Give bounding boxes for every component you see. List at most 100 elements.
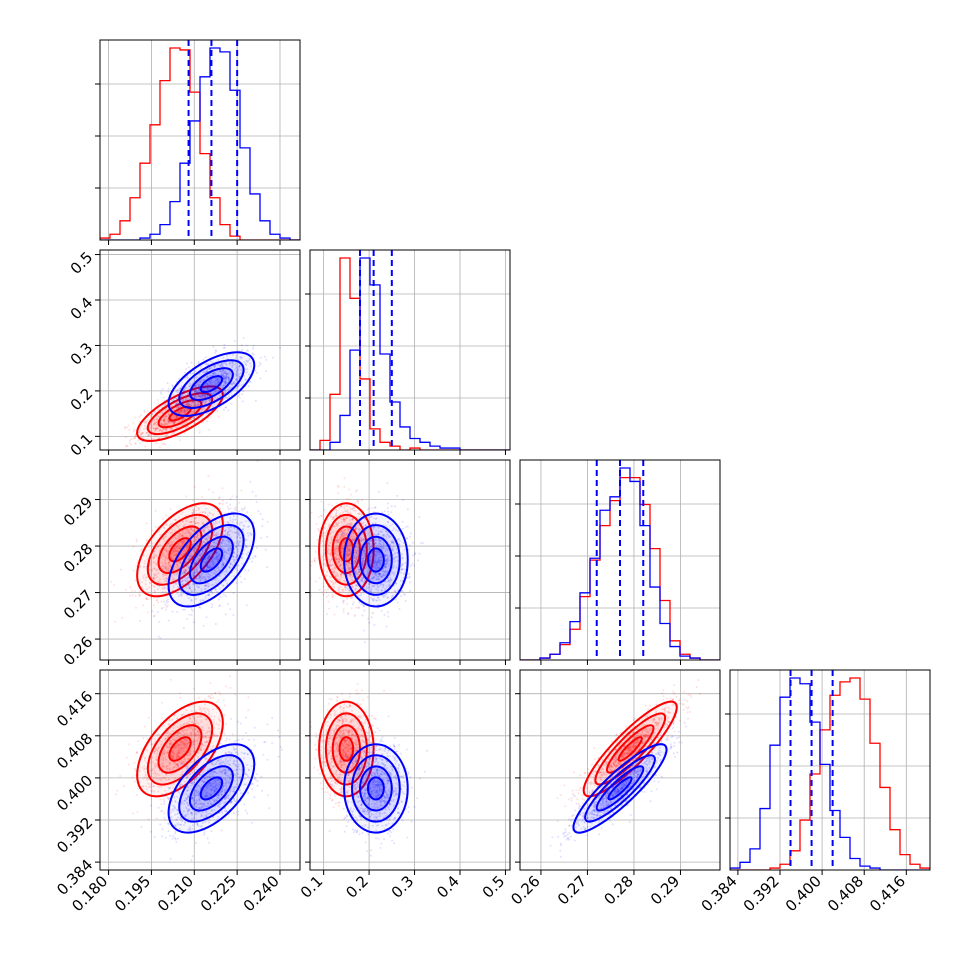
- sample-point: [236, 379, 239, 382]
- sample-point: [132, 421, 135, 424]
- sample-point: [261, 518, 264, 521]
- sample-point: [157, 408, 159, 411]
- sample-point: [165, 566, 168, 569]
- sample-point: [213, 366, 216, 369]
- sample-point: [206, 388, 209, 391]
- sample-point: [202, 387, 205, 390]
- sample-point: [170, 427, 173, 430]
- sample-point: [156, 417, 159, 420]
- sample-point: [241, 348, 244, 351]
- sample-point: [171, 529, 174, 532]
- sample-point: [244, 362, 247, 365]
- sample-point: [168, 523, 171, 526]
- sample-point: [214, 520, 217, 523]
- sample-point: [180, 418, 183, 421]
- sample-point: [279, 347, 282, 349]
- sample-point: [216, 378, 219, 381]
- sample-point: [184, 371, 186, 374]
- sample-point: [152, 427, 155, 430]
- sample-point: [179, 405, 182, 408]
- sample-point: [134, 443, 137, 445]
- sample-point: [152, 561, 155, 564]
- sample-point: [187, 530, 189, 533]
- sample-point: [144, 576, 147, 579]
- sample-point: [151, 425, 154, 428]
- sample-point: [233, 382, 236, 385]
- sample-point: [152, 419, 155, 422]
- sample-point: [212, 392, 215, 395]
- sample-point: [346, 504, 348, 507]
- sample-point: [212, 345, 215, 348]
- sample-point: [176, 550, 179, 553]
- sample-point: [226, 375, 229, 378]
- sample-point: [202, 624, 205, 627]
- sample-point: [144, 579, 147, 582]
- sample-point: [203, 371, 206, 374]
- sample-point: [194, 529, 197, 532]
- sample-point: [142, 604, 144, 607]
- sample-point: [206, 583, 209, 586]
- sample-point: [162, 419, 165, 422]
- sample-point: [135, 538, 138, 541]
- panel-content: [310, 477, 425, 644]
- sample-point: [127, 424, 130, 427]
- sample-point: [142, 437, 144, 439]
- sample-point: [163, 399, 166, 402]
- sample-point: [153, 423, 156, 426]
- sample-point: [193, 536, 196, 539]
- sample-point: [152, 577, 155, 580]
- sample-point: [211, 603, 214, 606]
- sample-point: [163, 419, 166, 422]
- sample-point: [324, 589, 326, 592]
- sample-point: [221, 386, 224, 389]
- sample-point: [155, 569, 158, 572]
- sample-point: [163, 424, 166, 427]
- sample-point: [213, 533, 216, 536]
- sample-point: [209, 512, 212, 515]
- sample-point: [159, 637, 162, 640]
- sample-point: [259, 377, 262, 380]
- sample-point: [372, 611, 375, 614]
- sample-point: [216, 363, 219, 366]
- sample-point: [190, 553, 193, 556]
- sample-point: [201, 521, 204, 524]
- sample-point: [205, 412, 208, 415]
- sample-point: [190, 608, 193, 611]
- sample-point: [342, 600, 345, 603]
- panel-content: [310, 250, 510, 450]
- sample-point: [141, 440, 144, 443]
- sample-point: [166, 604, 169, 607]
- sample-point: [229, 507, 232, 510]
- sample-point: [192, 399, 195, 402]
- sample-point: [173, 421, 176, 424]
- sample-point: [145, 522, 148, 525]
- sample-point: [169, 544, 172, 547]
- sample-point: [330, 504, 333, 507]
- sample-point: [201, 396, 204, 399]
- sample-point: [182, 417, 185, 420]
- sample-point: [180, 546, 182, 549]
- sample-point: [173, 421, 176, 424]
- sample-point: [222, 375, 225, 378]
- sample-point: [224, 521, 227, 524]
- sample-point: [355, 606, 358, 609]
- sample-point: [184, 532, 187, 535]
- sample-point: [230, 362, 233, 365]
- sample-point: [170, 399, 173, 402]
- sample-point: [162, 575, 165, 578]
- sample-point: [214, 379, 217, 382]
- sample-point: [157, 545, 160, 548]
- sample-point: [235, 509, 237, 511]
- sample-point: [180, 540, 183, 543]
- sample-point: [162, 526, 165, 529]
- sample-point: [142, 575, 145, 578]
- sample-point: [110, 580, 113, 583]
- sample-point: [154, 422, 157, 425]
- sample-point: [170, 417, 173, 420]
- sample-point: [199, 381, 202, 384]
- sample-point: [222, 384, 225, 386]
- sample-point: [178, 561, 181, 564]
- sample-point: [185, 529, 188, 532]
- sample-point: [164, 567, 167, 570]
- sample-point: [333, 613, 336, 616]
